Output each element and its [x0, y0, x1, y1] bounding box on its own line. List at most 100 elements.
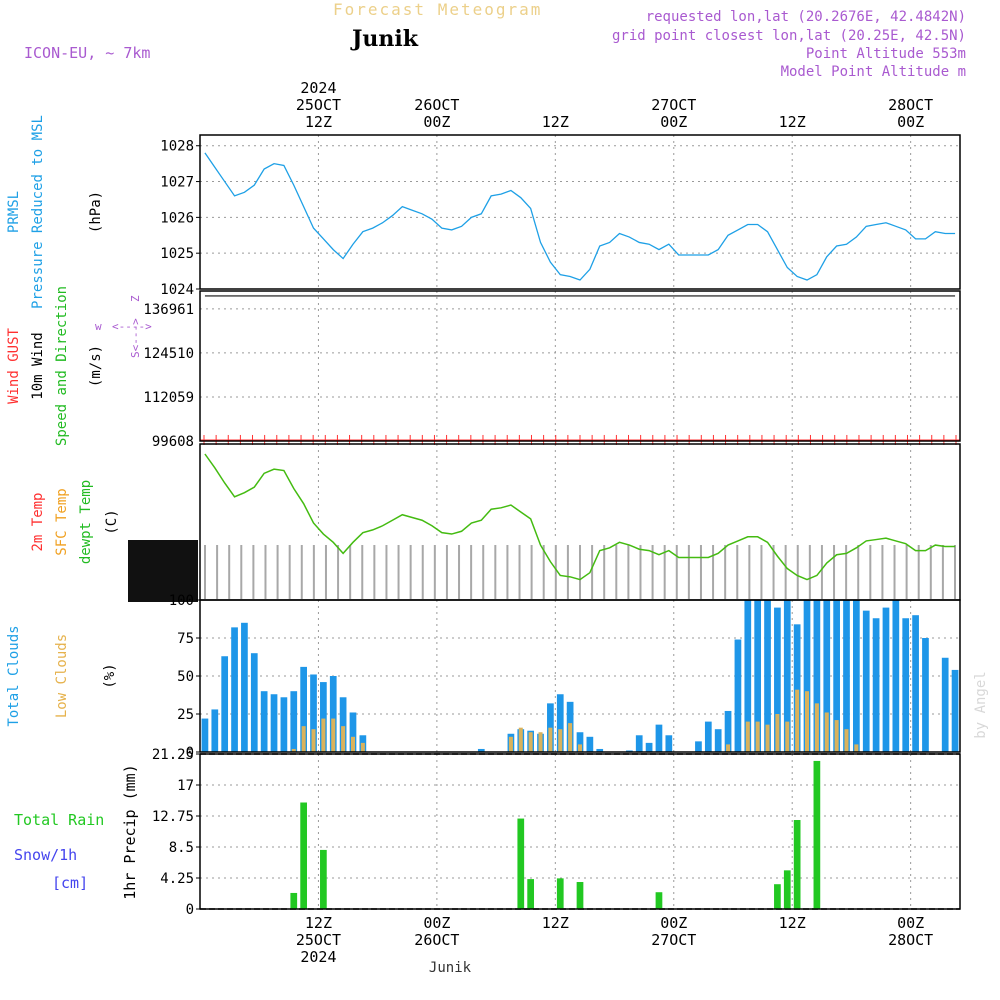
side-label: [cm]	[52, 874, 88, 892]
rain-bar	[300, 802, 307, 909]
y-tick-label: 17	[177, 778, 194, 794]
rain-bar	[320, 849, 327, 909]
precip-axis-label: 1hr Precip (mm)	[121, 764, 139, 899]
rain-bar	[576, 882, 584, 909]
y-tick-label: 75	[177, 631, 194, 647]
y-tick-label: 12.75	[152, 809, 194, 825]
total-cloud-bar	[783, 600, 791, 752]
time-label-bottom: 25OCT	[296, 931, 341, 949]
direction-key-w: w	[95, 320, 102, 333]
low-cloud-bar	[518, 727, 523, 752]
low-cloud-bar	[558, 729, 563, 752]
rain-bar	[813, 760, 821, 909]
total-cloud-bar	[833, 600, 840, 752]
side-label: Snow/1h	[14, 846, 77, 864]
y-tick-label: 136961	[143, 302, 194, 318]
total-cloud-bar	[774, 607, 781, 752]
time-label-bottom: 00Z	[897, 914, 924, 932]
rain-bar	[517, 818, 525, 909]
time-label-top: 27OCT	[651, 96, 696, 114]
total-cloud-bar	[912, 615, 919, 752]
rain-bar	[527, 879, 535, 909]
y-tick-label: 1025	[160, 246, 194, 262]
low-cloud-bar	[311, 729, 316, 752]
total-cloud-bar	[882, 607, 890, 752]
total-cloud-bar	[280, 697, 288, 752]
total-cloud-bar	[625, 750, 633, 752]
header-point-altitude: Point Altitude 553m	[805, 46, 966, 62]
rain-bar	[556, 878, 564, 909]
low-cloud-bar	[755, 721, 760, 752]
header-subtitle: Forecast Meteogram	[333, 0, 543, 19]
time-label-top: 25OCT	[296, 96, 341, 114]
total-cloud-bar	[320, 682, 327, 752]
total-cloud-bar	[576, 732, 584, 752]
side-label: Pressure Reduced to MSL	[30, 115, 46, 309]
total-cloud-bar	[843, 600, 850, 752]
total-cloud-bar	[477, 748, 485, 752]
time-label-top: 00Z	[423, 113, 450, 131]
y-tick-label: 124510	[143, 346, 194, 362]
total-cloud-bar	[221, 656, 229, 752]
direction-key-z: Z	[129, 295, 142, 302]
total-cloud-bar	[241, 622, 248, 752]
low-cloud-bar	[321, 718, 326, 752]
total-cloud-bar	[813, 600, 821, 752]
panel-frame	[199, 753, 961, 910]
low-cloud-bar	[844, 729, 849, 752]
header-location: Junik	[352, 26, 418, 52]
pressure-line	[204, 152, 956, 281]
low-cloud-bar	[854, 744, 859, 752]
time-label-bottom: 28OCT	[888, 931, 933, 949]
low-cloud-bar	[360, 742, 365, 752]
y-tick-label: 50	[177, 669, 194, 685]
total-cloud-bar	[300, 666, 307, 752]
time-label-top: 12Z	[542, 113, 569, 131]
total-cloud-bar	[645, 742, 653, 752]
total-cloud-bar	[754, 600, 762, 752]
y-tick-label: 25	[177, 707, 194, 723]
side-label: 10m Wind	[30, 332, 46, 399]
total-cloud-bar	[803, 600, 811, 752]
low-cloud-bar	[301, 726, 306, 752]
time-label-top: 12Z	[305, 113, 332, 131]
time-label-bottom: 27OCT	[651, 931, 696, 949]
total-cloud-bar	[764, 600, 771, 752]
side-label: (hPa)	[88, 191, 104, 233]
total-cloud-bar	[744, 600, 752, 752]
y-tick-label: 8.5	[169, 840, 194, 856]
time-label-top: 00Z	[660, 113, 687, 131]
side-label: Low Clouds	[54, 634, 70, 718]
y-tick-label: 112059	[143, 390, 194, 406]
total-cloud-bar	[270, 694, 278, 752]
low-cloud-bar	[538, 732, 543, 752]
panel-frame	[199, 290, 961, 442]
footer-location: Junik	[429, 960, 472, 976]
total-cloud-bar	[853, 600, 860, 752]
low-cloud-bar	[350, 736, 356, 752]
header-requested: requested lon,lat (20.2676E, 42.4842N)	[645, 9, 966, 25]
header-model-altitude: Model Point Altitude m	[780, 64, 966, 80]
low-cloud-bar	[548, 727, 553, 752]
low-cloud-bar	[834, 720, 839, 752]
total-cloud-bar	[231, 627, 238, 752]
y-tick-label: 1027	[160, 175, 194, 191]
time-label-bottom: 00Z	[423, 914, 450, 932]
direction-key-arrow: <---->	[112, 320, 152, 333]
time-label-top: 26OCT	[414, 96, 459, 114]
y-tick-label: 1024	[160, 282, 194, 298]
header-gridpoint: grid point closest lon,lat (20.25E, 42.5…	[611, 28, 966, 44]
total-cloud-bar	[635, 735, 643, 752]
total-cloud-bar	[892, 600, 900, 752]
total-cloud-bar	[250, 653, 258, 752]
low-cloud-bar	[341, 726, 346, 752]
total-cloud-bar	[290, 691, 298, 752]
total-cloud-bar	[922, 638, 929, 752]
time-label-top: 2024	[300, 79, 336, 97]
time-label-top: 28OCT	[888, 96, 933, 114]
low-cloud-bar	[745, 721, 750, 752]
overlapped-axis-labels	[128, 540, 198, 602]
rain-bar	[655, 892, 663, 909]
time-label-bottom: 12Z	[779, 914, 806, 932]
